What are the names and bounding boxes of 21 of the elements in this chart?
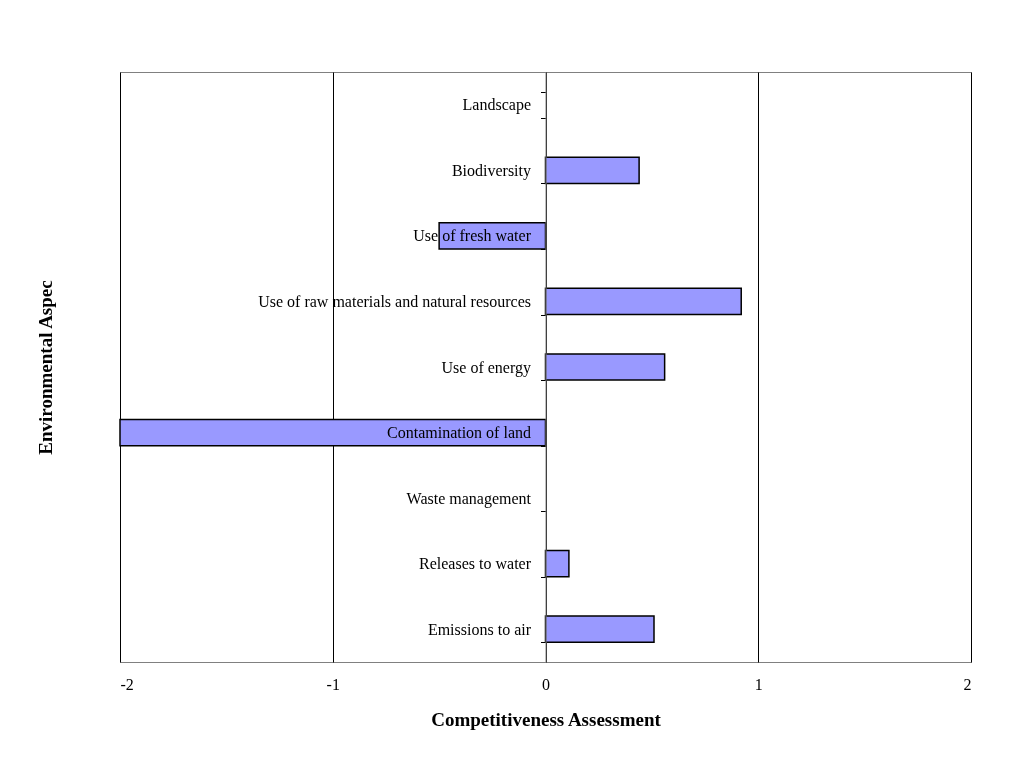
x-tick-label: 2 — [963, 675, 972, 693]
x-tick-label: 0 — [542, 675, 550, 693]
bar — [544, 287, 742, 316]
y-tick-label: Emissions to air — [427, 620, 532, 638]
y-tick-label: Contamination of land — [387, 424, 531, 442]
x-axis-title: Competitiveness Assessment — [431, 708, 662, 730]
x-tick-label: -2 — [120, 675, 134, 693]
bar — [544, 353, 666, 381]
y-tick-label: Waste management — [406, 489, 532, 508]
y-axis-title: Environmental Aspec — [34, 280, 56, 455]
y-tick-label: Use of energy — [441, 358, 531, 377]
bar — [544, 615, 655, 644]
y-tick-label: Releases to water — [419, 555, 532, 573]
y-tick-label: Use of fresh water — [413, 227, 532, 245]
x-tick-label: -1 — [326, 675, 340, 693]
bar — [544, 549, 570, 578]
x-tick-label: 1 — [754, 675, 763, 693]
y-tick-label: Use of raw materials and natural resources — [258, 292, 531, 310]
y-tick-label: Landscape — [462, 96, 531, 115]
y-tick-label: Biodiversity — [451, 161, 531, 180]
bar — [544, 156, 640, 185]
